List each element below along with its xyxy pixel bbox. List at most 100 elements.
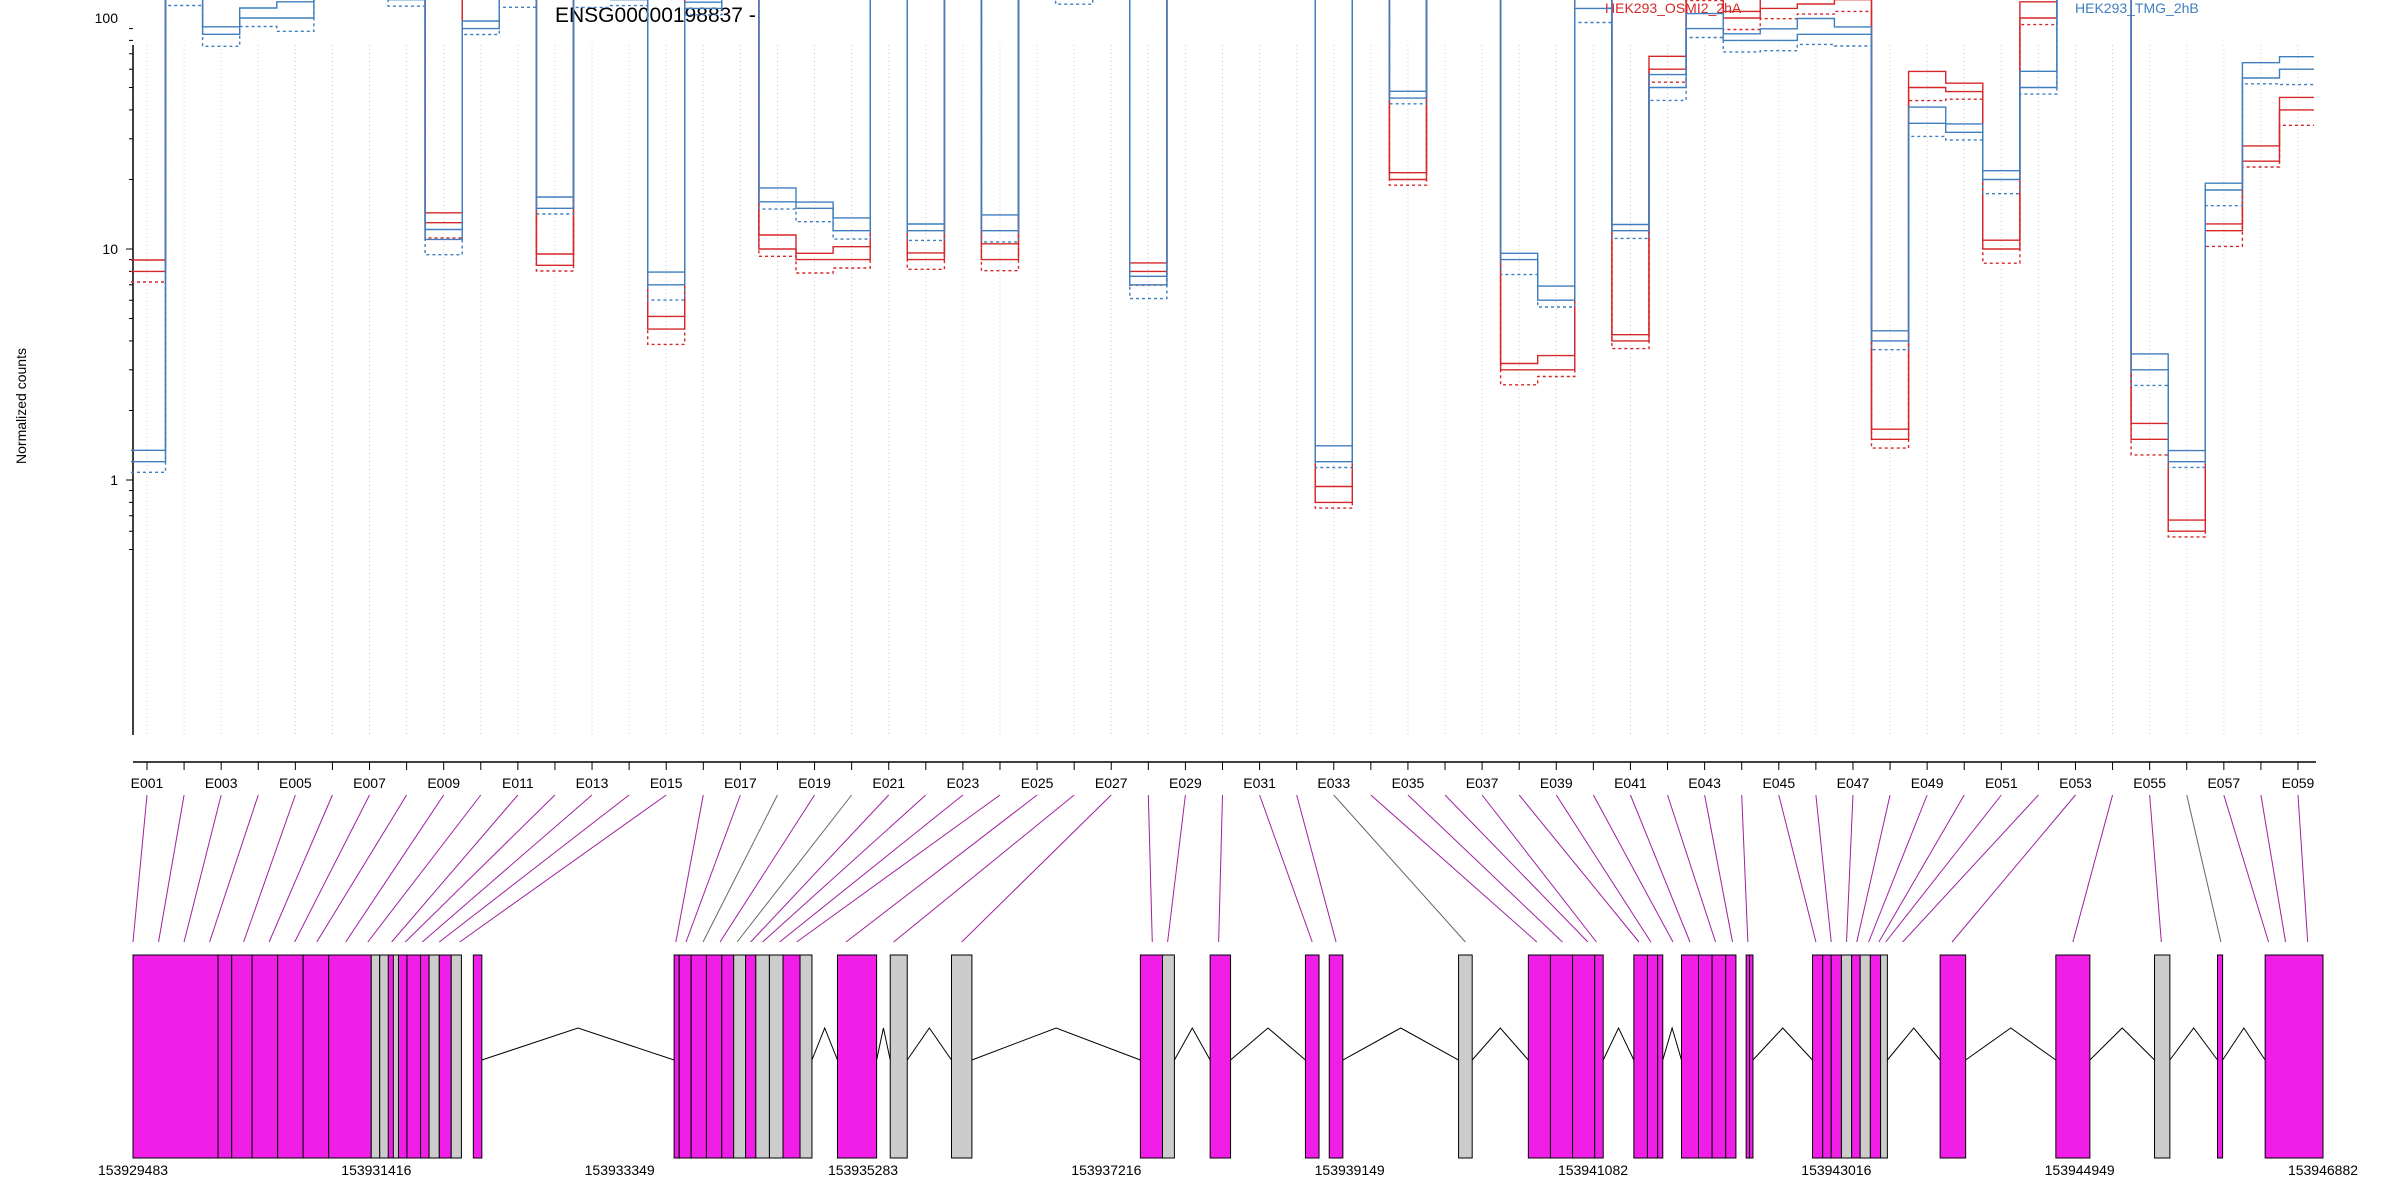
x-tick-label: E041: [1614, 775, 1647, 791]
intron-line: [1965, 1027, 2057, 1061]
exon-connector: [1951, 794, 2076, 943]
exon-connector: [1868, 794, 1928, 943]
chart-title: ENSG00000198837 -: [555, 4, 756, 27]
intron-line: [876, 1027, 891, 1061]
exon-connector: [316, 794, 408, 943]
x-axis-exons: E001 E003 E005 E007 E009 E011 E013 E015 E017 E019…: [131, 761, 2316, 791]
exon-connector: [1218, 794, 1223, 943]
exon-block: [1549, 954, 1574, 1159]
coordinate-label: 153937216: [1071, 1162, 1141, 1178]
exon-block: [420, 954, 430, 1159]
exon-block: [1851, 954, 1861, 1159]
series-line: [131, 0, 2314, 538]
x-tick-label: E027: [1095, 775, 1128, 791]
exon-connector: [1629, 794, 1691, 943]
coordinate-label: 153943016: [1801, 1162, 1871, 1178]
x-tick-label: E009: [427, 775, 460, 791]
coordinate-label: 153946882: [2288, 1162, 2358, 1178]
exon-connector: [438, 794, 630, 943]
x-tick-label: E055: [2133, 775, 2166, 791]
y-tick-label: 100: [95, 10, 119, 26]
vertical-gridlines: [146, 45, 2299, 735]
exon-block: [1711, 954, 1727, 1159]
exon-block: [1822, 954, 1832, 1159]
exon-connector: [1444, 794, 1589, 943]
exon-connector: [2260, 794, 2287, 943]
exon-block: [1749, 954, 1754, 1159]
x-tick-label: E005: [279, 775, 312, 791]
exon-connector: [736, 794, 853, 943]
exon-connector: [158, 794, 185, 943]
exon-connector: [2186, 794, 2222, 943]
exon-block: [1304, 954, 1320, 1159]
exon-block: [302, 954, 330, 1159]
legend-entry-series-1: HEK293_OSMI2_2hA: [1605, 0, 1742, 16]
intron-line: [906, 1027, 952, 1061]
intron-line: [1173, 1026, 1211, 1061]
exon-connector: [2297, 794, 2309, 943]
exon-block-unused: [2154, 954, 2171, 1159]
series-line: [131, 0, 2314, 463]
exon-block: [1527, 954, 1551, 1159]
exon-connector: [421, 794, 593, 943]
intron-line: [2169, 1027, 2218, 1061]
x-tick-label: E039: [1540, 775, 1573, 791]
x-tick-label: E017: [724, 775, 757, 791]
intron-line: [2222, 1027, 2266, 1061]
x-tick-label: E051: [1985, 775, 2018, 791]
exon-block: [836, 954, 878, 1159]
exon-block: [745, 954, 757, 1159]
exon-block-unused: [950, 954, 973, 1159]
exon-connector: [1704, 794, 1734, 943]
exon-block-unused: [1859, 954, 1871, 1159]
exon-connector: [391, 794, 519, 943]
exon-block: [132, 954, 219, 1159]
exon-connector: [1296, 794, 1337, 943]
exon-block: [2055, 954, 2091, 1159]
intron-line: [1230, 1027, 1306, 1061]
exon-block: [1725, 954, 1737, 1159]
exon-connector-lines: [132, 794, 2309, 943]
exon-connector: [1667, 794, 1716, 943]
exon-connector: [1333, 794, 1466, 943]
exon-connector: [702, 794, 778, 943]
coordinate-label: 153944949: [2045, 1162, 2115, 1178]
x-tick-label: E053: [2059, 775, 2092, 791]
legend-entry-series-2: HEK293_TMG_2hB: [2075, 0, 2199, 16]
exon-block: [1657, 954, 1664, 1159]
intron-line: [2089, 1027, 2155, 1061]
exon-block: [397, 954, 408, 1159]
exon-block: [1680, 954, 1700, 1159]
genomic-coordinate-labels: 153929483 153931416 153933349 153935283 1539…: [98, 1162, 2358, 1178]
coordinate-label: 153931416: [341, 1162, 411, 1178]
exon-connector: [796, 794, 1001, 943]
exon-connector: [132, 794, 148, 943]
coordinate-label: 153935283: [828, 1162, 898, 1178]
exon-block: [438, 954, 452, 1159]
x-tick-label: E045: [1762, 775, 1795, 791]
gene-model-track: [132, 954, 2324, 1159]
exon-connector: [685, 794, 741, 943]
exon-connector: [719, 794, 815, 943]
x-tick-label: E029: [1169, 775, 1202, 791]
coordinate-label: 153941082: [1558, 1162, 1628, 1178]
exon-connector: [1741, 794, 1749, 943]
coordinate-label: 153929483: [98, 1162, 168, 1178]
exon-block: [1633, 954, 1648, 1159]
exon-connector: [1167, 794, 1186, 943]
exon-block: [1594, 954, 1604, 1159]
x-tick-label: E007: [353, 775, 386, 791]
series-2: [131, 0, 2314, 473]
x-tick-label: E031: [1243, 775, 1276, 791]
exon-connector: [1407, 794, 1563, 943]
exon-block-unused: [392, 954, 399, 1159]
intron-line: [1342, 1027, 1459, 1061]
x-tick-label: E047: [1837, 775, 1870, 791]
exon-connector: [893, 794, 1075, 943]
exon-connector: [268, 794, 333, 943]
exon-block: [673, 954, 680, 1159]
exon-block-unused: [1458, 954, 1473, 1159]
y-axis: 1 10 100: [95, 10, 134, 735]
x-tick-label: E025: [1021, 775, 1054, 791]
